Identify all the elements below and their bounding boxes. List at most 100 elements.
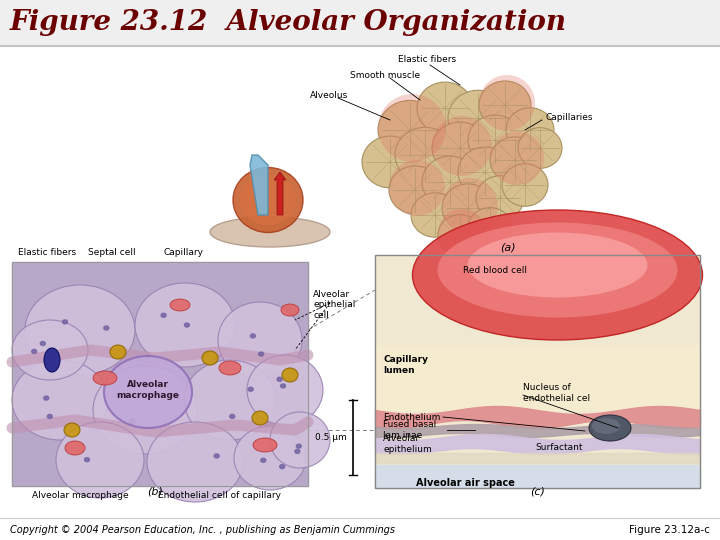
Ellipse shape [468, 208, 512, 248]
Ellipse shape [362, 136, 418, 188]
Ellipse shape [518, 127, 562, 168]
Ellipse shape [476, 176, 524, 220]
Ellipse shape [442, 184, 494, 232]
Ellipse shape [170, 299, 190, 311]
Ellipse shape [110, 345, 126, 359]
Text: Red blood cell: Red blood cell [463, 266, 527, 275]
Text: Figure 23.12a-c: Figure 23.12a-c [629, 525, 710, 535]
Ellipse shape [65, 441, 85, 455]
Ellipse shape [202, 351, 218, 365]
Ellipse shape [432, 116, 492, 176]
Ellipse shape [84, 457, 89, 462]
Ellipse shape [248, 387, 253, 391]
Ellipse shape [104, 356, 192, 428]
Text: Fused basal
lam inae: Fused basal lam inae [383, 420, 436, 440]
Text: Alveolar macrophage: Alveolar macrophage [32, 491, 128, 500]
Ellipse shape [592, 418, 620, 434]
Ellipse shape [279, 464, 284, 469]
Ellipse shape [93, 371, 117, 385]
Text: Copyright © 2004 Pearson Education, Inc. , publishing as Benjamin Cummings: Copyright © 2004 Pearson Education, Inc.… [10, 525, 395, 535]
Ellipse shape [253, 438, 277, 452]
Bar [0, 46, 720, 518]
Ellipse shape [395, 127, 455, 183]
Bar [375, 255, 700, 488]
Ellipse shape [490, 137, 540, 183]
Ellipse shape [135, 283, 235, 367]
Ellipse shape [219, 361, 241, 375]
Ellipse shape [502, 164, 548, 206]
Ellipse shape [25, 285, 135, 375]
Text: Elastic fibers: Elastic fibers [18, 248, 76, 257]
Ellipse shape [378, 94, 446, 162]
Ellipse shape [479, 75, 535, 131]
Text: Alveolar
macrophage: Alveolar macrophage [117, 380, 179, 400]
Ellipse shape [467, 233, 647, 298]
Ellipse shape [438, 209, 486, 257]
Ellipse shape [261, 458, 266, 462]
Ellipse shape [251, 334, 256, 338]
Text: Figure 23.12  Alveolar Organization: Figure 23.12 Alveolar Organization [10, 10, 567, 37]
Ellipse shape [63, 320, 68, 324]
Ellipse shape [413, 210, 703, 340]
Bar [12, 262, 308, 486]
Ellipse shape [44, 348, 60, 372]
Ellipse shape [184, 360, 276, 440]
Text: Nucleus of
endothelial cel: Nucleus of endothelial cel [523, 383, 590, 403]
Ellipse shape [281, 304, 299, 316]
Bar [375, 465, 700, 488]
Ellipse shape [432, 122, 488, 174]
Text: 0.5 µm: 0.5 µm [315, 433, 347, 442]
Ellipse shape [56, 422, 144, 498]
Text: (c): (c) [530, 487, 545, 497]
Text: (a): (a) [500, 243, 516, 253]
Ellipse shape [417, 82, 473, 134]
Ellipse shape [296, 444, 301, 448]
Ellipse shape [210, 217, 330, 247]
Ellipse shape [479, 81, 531, 129]
Text: Alveolus: Alveolus [310, 91, 348, 99]
Ellipse shape [282, 368, 298, 382]
Text: Endothelial cell of capillary: Endothelial cell of capillary [158, 491, 282, 500]
Ellipse shape [411, 193, 459, 237]
Ellipse shape [104, 326, 109, 330]
Ellipse shape [218, 302, 302, 378]
Ellipse shape [48, 414, 53, 418]
Bar [0, 0, 720, 46]
Text: Capillaries: Capillaries [545, 113, 593, 123]
Ellipse shape [233, 167, 303, 233]
Ellipse shape [589, 415, 631, 441]
Ellipse shape [442, 178, 498, 234]
Ellipse shape [378, 100, 442, 160]
Ellipse shape [12, 320, 88, 380]
Bar [12, 262, 308, 486]
Bar [12, 262, 308, 486]
Ellipse shape [281, 384, 286, 388]
Ellipse shape [40, 341, 45, 346]
Bar [375, 255, 700, 488]
Ellipse shape [147, 422, 243, 502]
Ellipse shape [252, 411, 268, 425]
Ellipse shape [277, 377, 282, 381]
Ellipse shape [295, 449, 300, 454]
Ellipse shape [490, 131, 544, 185]
Text: Capillary: Capillary [163, 248, 203, 257]
Ellipse shape [258, 352, 264, 356]
Ellipse shape [270, 412, 330, 468]
Ellipse shape [247, 355, 323, 425]
Ellipse shape [468, 115, 522, 165]
Text: Alveolar air space: Alveolar air space [415, 478, 514, 488]
Ellipse shape [438, 214, 482, 255]
Ellipse shape [93, 366, 197, 454]
Text: (b): (b) [147, 486, 163, 496]
Ellipse shape [389, 166, 441, 214]
Text: Smooth muscle: Smooth muscle [350, 71, 420, 79]
Ellipse shape [448, 90, 508, 146]
Ellipse shape [12, 360, 108, 440]
Ellipse shape [234, 426, 306, 490]
Ellipse shape [422, 156, 478, 208]
Bar [375, 345, 700, 410]
Ellipse shape [44, 396, 49, 400]
Ellipse shape [506, 108, 554, 152]
Text: Surfactant: Surfactant [535, 442, 582, 451]
Ellipse shape [230, 414, 235, 418]
